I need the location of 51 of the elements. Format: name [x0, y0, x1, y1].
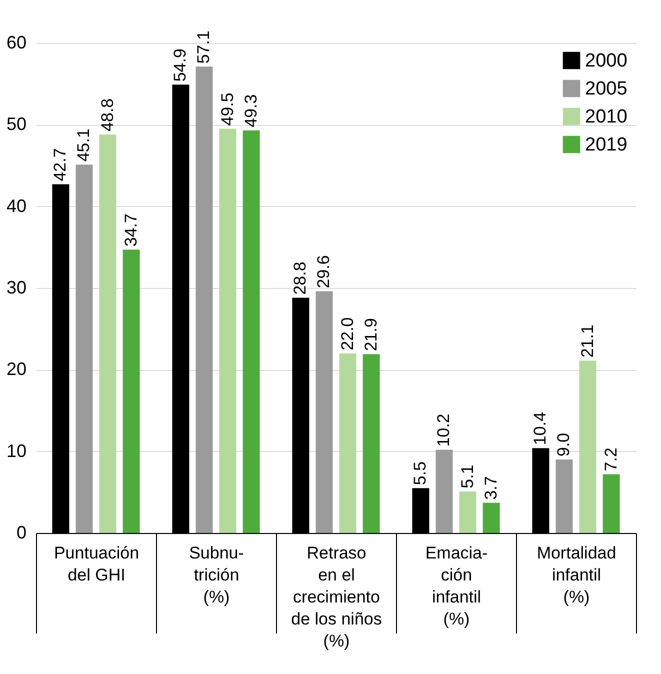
data-label: 7.2: [601, 448, 620, 472]
bar: [196, 66, 213, 533]
x-tick-label: Puntuación del GHI: [54, 544, 140, 584]
data-label: 57.1: [194, 30, 214, 64]
y-tick-label: 30: [6, 278, 26, 298]
data-label: 28.8: [290, 262, 310, 295]
bar: [99, 134, 116, 533]
y-tick-label: 50: [6, 114, 26, 134]
legend-label: 2010: [585, 106, 628, 128]
bar: [579, 360, 596, 533]
x-tick-label: Retraso en el crecimiento de los niños (%): [291, 544, 382, 650]
data-label: 5.5: [410, 461, 430, 486]
data-label: 3.7: [481, 476, 500, 500]
y-tick-label: 60: [6, 32, 26, 52]
data-label: 42.7: [50, 148, 70, 182]
bar: [436, 450, 453, 533]
data-label: 22.0: [338, 317, 357, 350]
bar: [76, 164, 93, 533]
data-label: 29.6: [314, 255, 334, 288]
data-label: 45.1: [74, 128, 94, 162]
bar: [339, 353, 356, 533]
data-label: 49.5: [218, 92, 237, 126]
data-label: 34.7: [121, 214, 140, 247]
data-label: 10.4: [530, 412, 550, 446]
x-tick-label: Emacia- ción infantil (%): [425, 544, 488, 628]
bar: [242, 130, 260, 533]
data-label: 10.2: [434, 414, 454, 447]
x-tick-label: Mortalidad infantil (%): [536, 544, 616, 606]
bar: [556, 460, 573, 533]
y-tick-label: 10: [6, 440, 26, 461]
bar: [459, 491, 476, 533]
y-tick-label: 20: [6, 359, 26, 380]
x-tick-label: Subnu- trición (%): [189, 544, 244, 606]
bar: [602, 474, 620, 533]
data-label: 5.1: [458, 464, 477, 488]
data-label: 21.1: [578, 324, 597, 358]
data-label: 48.8: [98, 98, 117, 132]
y-tick-label: 0: [16, 522, 26, 542]
bar: [482, 502, 500, 533]
bar: [122, 250, 140, 533]
bar: [362, 354, 380, 533]
legend-label: 2000: [585, 50, 628, 72]
legend-label: 2005: [585, 78, 628, 100]
data-label: 54.9: [170, 48, 190, 82]
bar: [316, 291, 333, 533]
data-label: 9.0: [554, 432, 574, 456]
bar: [219, 128, 236, 533]
y-tick-label: 40: [6, 196, 26, 216]
data-label: 49.3: [241, 94, 260, 128]
data-label: 21.9: [361, 318, 380, 352]
legend-label: 2019: [585, 134, 628, 156]
